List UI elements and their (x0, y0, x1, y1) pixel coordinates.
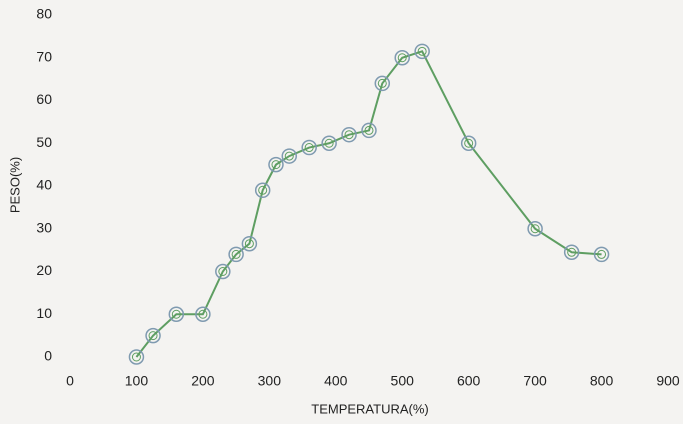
data-point-inner (530, 224, 540, 234)
y-tick-label: 80 (36, 6, 52, 22)
x-tick-label: 800 (590, 373, 614, 389)
data-point (374, 75, 391, 92)
data-point (321, 135, 337, 151)
y-tick-label: 20 (36, 262, 52, 278)
data-point-inner (284, 151, 294, 161)
y-axis-title: PESO(%) (7, 157, 22, 213)
data-point (268, 156, 284, 173)
x-tick-label: 200 (191, 373, 215, 389)
data-point (241, 235, 258, 252)
y-tick-label: 0 (44, 348, 52, 364)
data-point (414, 43, 430, 60)
data-line (135, 50, 602, 358)
y-tick-label: 10 (36, 305, 52, 321)
data-point (394, 50, 410, 66)
data-point-inner (218, 267, 228, 276)
data-point (527, 221, 543, 237)
data-point (168, 306, 185, 322)
data-point (281, 148, 298, 164)
data-point (128, 349, 145, 365)
y-tick-label: 50 (36, 134, 52, 150)
data-point (361, 122, 377, 139)
data-point (254, 182, 271, 199)
data-point-inner (198, 309, 208, 319)
y-tick-label: 60 (36, 91, 52, 107)
data-point-inner (344, 130, 354, 140)
data-point-inner (258, 185, 268, 195)
data-point-inner (377, 78, 387, 88)
data-point-inner (304, 143, 314, 153)
data-point (215, 263, 231, 280)
data-point (460, 135, 477, 151)
data-point (228, 246, 244, 263)
data-point-inner (271, 160, 281, 170)
x-tick-label: 600 (457, 373, 481, 389)
data-point-inner (231, 249, 241, 259)
data-point-inner (464, 138, 474, 148)
x-tick-label: 0 (66, 373, 74, 389)
data-point-inner (131, 352, 141, 362)
data-point (563, 244, 580, 261)
data-point-inner (244, 239, 254, 249)
data-point (195, 306, 211, 322)
data-point (593, 246, 610, 263)
data-point-inner (171, 309, 181, 319)
x-tick-label: 500 (391, 373, 415, 389)
data-point (145, 327, 161, 344)
data-point-inner (567, 247, 577, 257)
data-point (341, 126, 357, 143)
data-point-inner (324, 138, 334, 148)
y-tick-label: 30 (36, 219, 52, 235)
x-tick-label: 100 (125, 373, 149, 389)
data-point-inner (397, 53, 407, 63)
x-tick-label: 700 (523, 373, 547, 389)
x-tick-label: 900 (656, 373, 680, 389)
y-tick-label: 40 (36, 177, 52, 193)
y-tick-label: 70 (36, 48, 52, 64)
data-point-inner (364, 125, 374, 135)
x-tick-label: 400 (324, 373, 348, 389)
data-point-inner (417, 46, 427, 56)
data-point (301, 139, 317, 156)
data-point-inner (597, 249, 607, 259)
x-tick-label: 300 (258, 373, 282, 389)
x-axis-title: TEMPERATURA(%) (311, 401, 428, 416)
data-point-inner (148, 331, 158, 341)
